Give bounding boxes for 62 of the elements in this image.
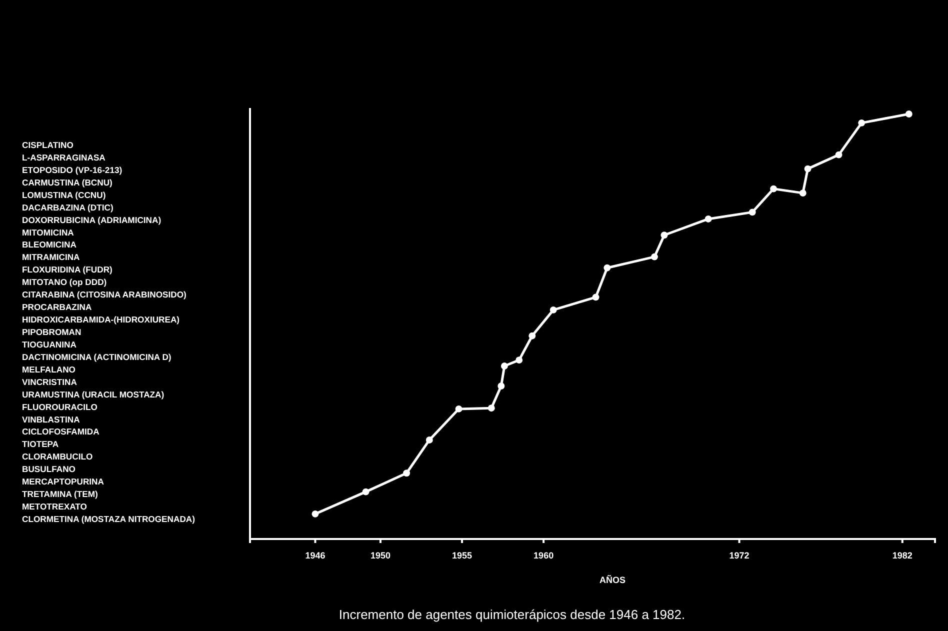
x-tick-label: 1982	[892, 550, 912, 561]
text: CLORMETINA (MOSTAZA NITROGENADA)	[22, 514, 196, 524]
text: CITARABINA (CITOSINA ARABINOSIDO)	[22, 290, 187, 300]
text: BLEOMICINA	[22, 240, 76, 250]
text: DACARBAZINA (DTIC)	[22, 202, 114, 212]
point	[704, 216, 712, 222]
x-tick-label: 1946	[305, 550, 326, 561]
point	[498, 382, 505, 390]
text: PROCARBAZINA	[22, 302, 92, 312]
text: MITOMICINA	[22, 227, 74, 238]
text: FLUOROURACILO	[22, 402, 98, 412]
text: MELFALANO	[22, 364, 76, 374]
point	[748, 208, 756, 216]
point	[651, 253, 658, 260]
text: TIOGUANINA	[22, 339, 76, 350]
x-axis-title: AÑOS	[599, 574, 626, 585]
text: METOTREXATO	[22, 502, 88, 512]
x-tick-label: 1960	[534, 550, 554, 561]
text: URAMUSTINA (URACIL MOSTAZA)	[22, 389, 164, 400]
text: DOXORRUBICINA (ADRIAMICINA)	[22, 214, 162, 225]
text: L-ASPARRAGINASA	[22, 152, 106, 162]
x-tick-label: 1950	[370, 550, 390, 561]
text: MITRAMICINA	[22, 252, 80, 262]
point	[835, 151, 842, 158]
point	[528, 332, 536, 340]
point	[660, 232, 668, 239]
text: CICLOFOSFAMIDA	[22, 426, 100, 437]
text: Incremento de agentes quimioterápicos desde 1946 a 1982.	[338, 607, 686, 622]
text: VINCRISTINA	[22, 376, 77, 387]
point	[799, 190, 806, 197]
x-tick-label: 1972	[729, 550, 750, 561]
point	[455, 405, 462, 412]
point	[488, 404, 495, 412]
point	[858, 119, 866, 126]
text: TRETAMINA (TEM)	[22, 489, 98, 500]
text: HIDROXICARBAMIDA-(HIDROXIUREA)	[22, 314, 180, 325]
text: FLOXURIDINA (FUDR)	[22, 264, 113, 275]
point	[403, 470, 410, 477]
point	[604, 264, 611, 272]
point	[426, 436, 433, 444]
point	[500, 362, 508, 370]
text: BUSULFANO	[22, 464, 76, 474]
point	[550, 306, 557, 314]
text: TIOTEPA	[22, 439, 59, 450]
point	[770, 185, 778, 192]
point	[592, 294, 600, 301]
text: VINBLASTINA	[22, 414, 80, 424]
point	[905, 110, 912, 118]
text: MITOTANO (op DDD)	[22, 277, 107, 288]
text: PIPOBROMAN	[22, 327, 82, 337]
text: LOMUSTINA (CCNU)	[22, 190, 106, 200]
point	[362, 488, 370, 496]
point	[804, 165, 812, 172]
text: ETOPOSIDO (VP-16-213)	[22, 164, 122, 175]
text: MERCAPTOPURINA	[22, 476, 104, 487]
text: CLORAMBUCILO	[22, 452, 93, 462]
x-tick-label: 1955	[452, 550, 472, 561]
text: CARMUSTINA (BCNU)	[22, 177, 113, 188]
text: CISPLATINO	[22, 140, 74, 150]
point	[312, 510, 319, 518]
text: DACTINOMICINA (ACTINOMICINA D)	[22, 352, 172, 362]
point	[516, 356, 523, 364]
